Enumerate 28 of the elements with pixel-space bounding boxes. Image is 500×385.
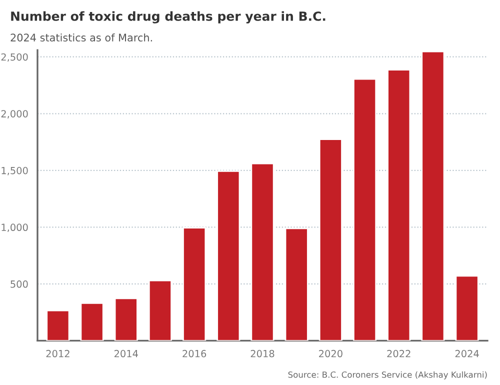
bar: [80, 302, 104, 341]
bar: [250, 162, 274, 341]
bar: [182, 227, 206, 341]
bar: [353, 78, 377, 341]
y-tick-label: 1,500: [2, 166, 28, 176]
chart-title: Number of toxic drug deaths per year in B.C.: [11, 11, 326, 24]
bar: [421, 50, 445, 341]
y-tick-label: 2,000: [1, 110, 28, 118]
x-tick-label: 2016: [182, 350, 206, 358]
bar: [455, 275, 479, 341]
x-tick-label: 2020: [319, 350, 342, 358]
bar: [114, 298, 138, 341]
x-tick-label: 2012: [46, 350, 70, 358]
y-tick-label: 2,500: [1, 53, 28, 62]
bar: [387, 69, 411, 341]
bar: [46, 310, 70, 341]
y-tick-label: 500: [10, 280, 28, 288]
x-tick-label: 2024: [455, 350, 479, 358]
bar: [148, 280, 172, 341]
x-tick-label: 2018: [250, 350, 274, 358]
x-tick-label: 2022: [387, 350, 410, 358]
bar: [318, 138, 342, 341]
y-tick-label: 1,000: [2, 224, 28, 232]
bar: [284, 228, 308, 341]
chart-subtitle: 2024 statistics as of March.: [10, 33, 152, 42]
bar: [216, 170, 240, 341]
x-tick-label: 2014: [114, 350, 138, 358]
source-note: Source: B.C. Coroners Service (Akshay Kulkarni): [288, 371, 487, 380]
